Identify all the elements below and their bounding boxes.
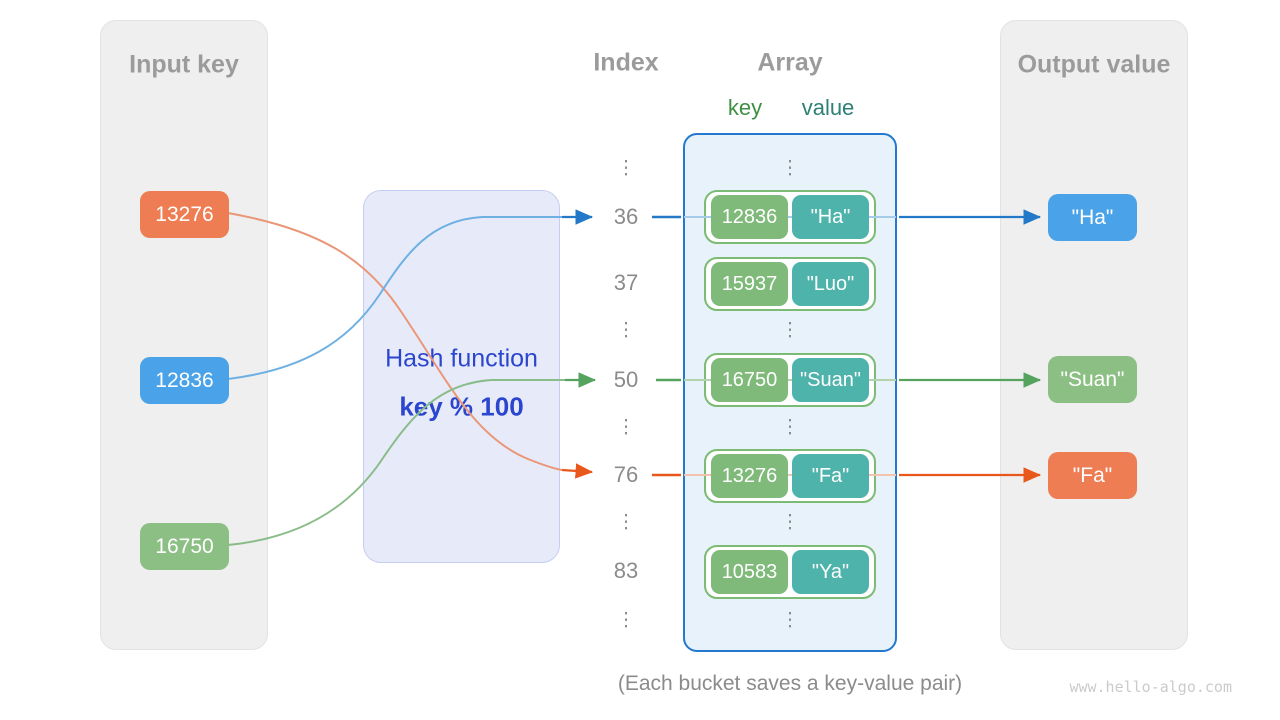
input-key-chip-16750: 16750 [140, 523, 229, 570]
wire-arrow-into-index-76 [561, 463, 594, 479]
bucket-value: "Luo" [792, 262, 869, 306]
bucket-value: "Ha" [792, 195, 869, 239]
input-key-chip-13276: 13276 [140, 191, 229, 238]
index-ellipsis: ⋮ [616, 319, 636, 341]
index-76: 76 [613, 462, 639, 487]
index-ellipsis: ⋮ [616, 609, 636, 631]
input-key-chip-12836: 12836 [140, 357, 229, 404]
index-50: 50 [613, 367, 639, 392]
array-value-label: value [801, 95, 855, 120]
bucket-row-37: 15937 "Luo" [704, 257, 876, 311]
output-value-title: Output value [1017, 50, 1171, 79]
output-value-chip-fa: "Fa" [1048, 452, 1137, 499]
index-column-header: Index [593, 48, 659, 77]
index-ellipsis: ⋮ [616, 511, 636, 533]
index-36: 36 [613, 204, 639, 229]
hash-function-label: Hash function [385, 344, 538, 373]
bucket-row-76: 13276 "Fa" [704, 449, 876, 503]
bucket-key: 13276 [711, 454, 788, 498]
input-key-title: Input key [129, 50, 239, 79]
bucket-row-36: 12836 "Ha" [704, 190, 876, 244]
hash-formula: key % 100 [399, 391, 524, 422]
array-ellipsis: ⋮ [780, 511, 800, 533]
array-ellipsis: ⋮ [780, 416, 800, 438]
index-ellipsis: ⋮ [616, 157, 636, 179]
bucket-value: "Suan" [792, 358, 869, 402]
array-ellipsis: ⋮ [780, 157, 800, 179]
array-key-label: key [727, 95, 763, 120]
diagram-caption: (Each bucket saves a key-value pair) [617, 672, 963, 695]
hash-function-box: Hash function key % 100 [363, 190, 560, 563]
index-37: 37 [613, 270, 639, 295]
bucket-key: 10583 [711, 550, 788, 594]
output-value-panel: Output value [1000, 20, 1188, 650]
output-value-chip-ha: "Ha" [1048, 194, 1137, 241]
index-83: 83 [613, 558, 639, 583]
bucket-row-83: 10583 "Ya" [704, 545, 876, 599]
bucket-key: 12836 [711, 195, 788, 239]
bucket-key: 16750 [711, 358, 788, 402]
output-value-chip-suan: "Suan" [1048, 356, 1137, 403]
index-ellipsis: ⋮ [616, 416, 636, 438]
bucket-key: 15937 [711, 262, 788, 306]
array-column-header: Array [757, 48, 823, 77]
array-ellipsis: ⋮ [780, 319, 800, 341]
array-ellipsis: ⋮ [780, 609, 800, 631]
bucket-value: "Ya" [792, 550, 869, 594]
site-watermark: www.hello-algo.com [1069, 678, 1232, 696]
bucket-value: "Fa" [792, 454, 869, 498]
bucket-row-50: 16750 "Suan" [704, 353, 876, 407]
